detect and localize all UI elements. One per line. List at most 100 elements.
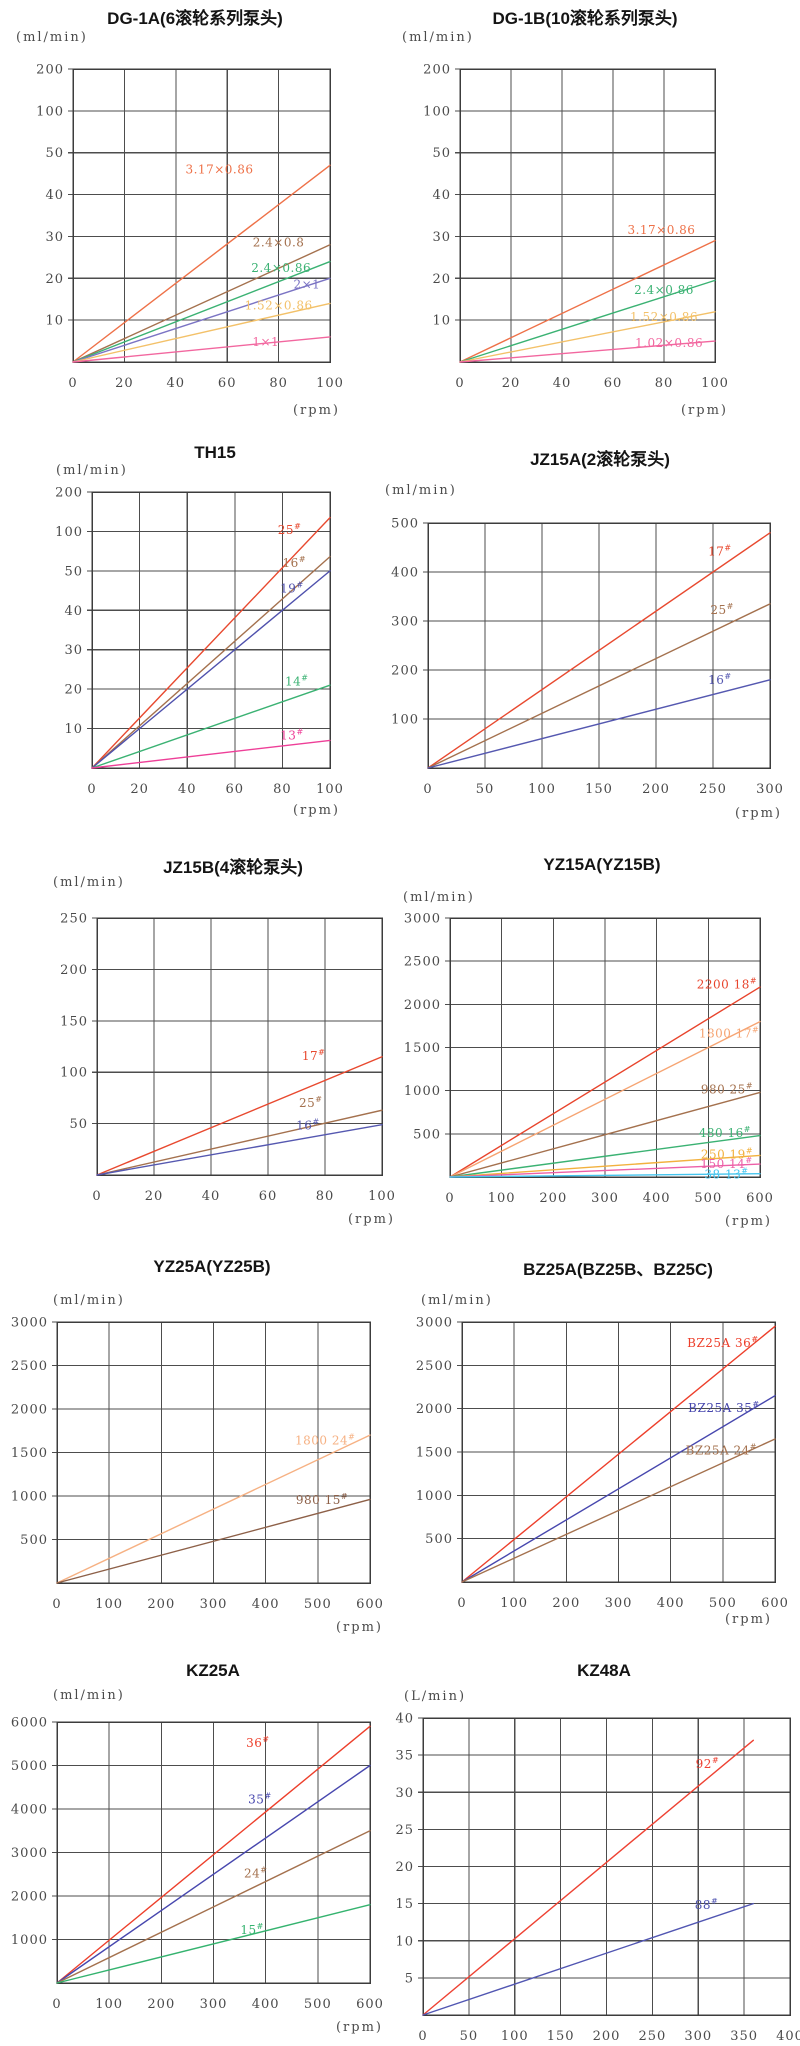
series-label-BZ25A 24#: BZ25A 24# bbox=[686, 1443, 757, 1458]
series-line-2.4×0.8 bbox=[72, 244, 331, 363]
y-tick-label: 1500 bbox=[404, 1041, 441, 1056]
series-label-2×1: 2×1 bbox=[293, 278, 320, 292]
x-tick-label: 0 bbox=[87, 782, 96, 797]
series-line-3.17×0.86 bbox=[459, 239, 716, 363]
y-tick-label: 2500 bbox=[11, 1359, 48, 1374]
y-tick-label: 2000 bbox=[416, 1402, 453, 1417]
series-label-2.4×0.8: 2.4×0.8 bbox=[253, 236, 305, 250]
series-label-1×1: 1×1 bbox=[252, 335, 279, 349]
series-line-BZ25A 35# bbox=[461, 1394, 776, 1583]
series-line-1800 17# bbox=[449, 1020, 761, 1178]
x-unit-th15: (rpm) bbox=[292, 803, 340, 818]
chart-plot-bz25a: 500 1000 1500 2000 2500 3000 0 100 200 300 400 500 6… bbox=[416, 1316, 788, 1612]
y-tick-label: 10 bbox=[45, 314, 64, 329]
y-tick-label: 1000 bbox=[404, 1084, 441, 1099]
y-tick-label: 2000 bbox=[11, 1403, 48, 1418]
series-line-35# bbox=[56, 1764, 371, 1984]
series-label-1800 17#: 1800 17# bbox=[699, 1026, 759, 1041]
series-line-19# bbox=[91, 570, 331, 769]
y-tick-label: 50 bbox=[69, 1117, 88, 1132]
x-tick-label: 200 bbox=[539, 1191, 567, 1206]
y-tick-label: 100 bbox=[60, 1066, 88, 1081]
series-label-980 15#: 980 15# bbox=[296, 1492, 348, 1507]
series-line-16# bbox=[91, 555, 331, 769]
x-tick-label: 100 bbox=[501, 2029, 529, 2044]
series-line-BZ25A 36# bbox=[461, 1325, 776, 1583]
y-tick-label: 50 bbox=[64, 564, 83, 579]
series-line-150 14# bbox=[449, 1163, 761, 1178]
y-tick-label: 100 bbox=[55, 525, 83, 540]
y-tick-label: 15 bbox=[395, 1897, 414, 1912]
series-label-25#: 25# bbox=[710, 602, 733, 617]
plot-border bbox=[459, 68, 716, 363]
x-unit-jz15b: (rpm) bbox=[347, 1212, 395, 1227]
series-line-88# bbox=[422, 1902, 754, 2016]
x-tick-label: 40 bbox=[202, 1189, 221, 1204]
series-label-24#: 24# bbox=[244, 1865, 267, 1880]
x-tick-label: 80 bbox=[273, 782, 292, 797]
chart-title-kz48a: KZ48A bbox=[577, 1661, 631, 1680]
chart-plot-dg1a: 10 20 30 40 50 100 200 0 20 40 60 80 100 3.17×0.86 2.4… bbox=[36, 63, 343, 392]
y-unit-jz15b: (ml/min) bbox=[53, 875, 125, 890]
series-line-1×1 bbox=[72, 336, 331, 363]
x-tick-label: 300 bbox=[200, 1997, 228, 2012]
x-unit-yz25a: (rpm) bbox=[335, 1620, 383, 1635]
chart-plot-jz15a: 100 200 300 400 500 0 50 100 150 200 250 300 17# 25# 1… bbox=[391, 517, 783, 798]
chart-title-dg1a: DG-1A(6滚轮系列泵头) bbox=[107, 9, 283, 28]
y-tick-label: 25 bbox=[395, 1823, 414, 1838]
y-tick-label: 100 bbox=[391, 713, 419, 728]
series-label-92#: 92# bbox=[696, 1756, 719, 1771]
chart-plot-dg1b: 10 20 30 40 50 100 200 0 20 40 60 80 100 3.17×0.86 2.4… bbox=[423, 63, 728, 392]
chart-title-kz25a: KZ25A bbox=[186, 1661, 240, 1680]
series-label-15#: 15# bbox=[240, 1922, 263, 1937]
y-unit-yz25a: (ml/min) bbox=[53, 1293, 125, 1308]
chart-plot-jz15b: 50 100 150 200 250 0 20 40 60 80 100 17# 25# 16# bbox=[60, 912, 395, 1205]
plot-border bbox=[427, 522, 771, 769]
x-tick-label: 0 bbox=[418, 2029, 427, 2044]
x-tick-label: 20 bbox=[502, 376, 521, 391]
series-label-25#: 25# bbox=[278, 522, 301, 537]
y-tick-label: 20 bbox=[395, 1860, 414, 1875]
y-tick-label: 40 bbox=[45, 188, 64, 203]
plot-border bbox=[72, 68, 331, 363]
series-label-1.02×0.86: 1.02×0.86 bbox=[635, 336, 703, 350]
y-tick-label: 3000 bbox=[404, 912, 441, 927]
series-label-88#: 88# bbox=[695, 1897, 718, 1912]
y-tick-label: 300 bbox=[391, 615, 419, 630]
y-unit-dg1a: (ml/min) bbox=[16, 30, 88, 45]
y-tick-label: 30 bbox=[432, 230, 451, 245]
x-tick-label: 0 bbox=[68, 376, 77, 391]
x-tick-label: 600 bbox=[746, 1191, 774, 1206]
y-tick-label: 400 bbox=[391, 566, 419, 581]
y-tick-label: 40 bbox=[64, 604, 83, 619]
y-tick-label: 1500 bbox=[416, 1446, 453, 1461]
chart-title-jz15a: JZ15A(2滚轮泵头) bbox=[530, 450, 670, 469]
series-line-25# bbox=[427, 603, 771, 769]
x-tick-label: 300 bbox=[200, 1597, 228, 1612]
x-tick-label: 60 bbox=[226, 782, 245, 797]
y-tick-label: 500 bbox=[413, 1127, 441, 1142]
y-tick-label: 500 bbox=[391, 517, 419, 532]
chart-plot-yz15a: 500 1000 1500 2000 2500 3000 0 100 200 300 400 500 6… bbox=[404, 912, 774, 1207]
x-tick-label: 300 bbox=[684, 2029, 712, 2044]
y-tick-label: 2000 bbox=[404, 998, 441, 1013]
series-line-25# bbox=[96, 1109, 383, 1176]
x-tick-label: 250 bbox=[699, 782, 727, 797]
y-tick-label: 500 bbox=[425, 1532, 453, 1547]
x-tick-label: 80 bbox=[316, 1189, 335, 1204]
chart-plot-yz25a: 500 1000 1500 2000 2500 3000 0 100 200 300 400 500 6… bbox=[11, 1316, 383, 1613]
x-tick-label: 80 bbox=[655, 376, 674, 391]
y-tick-label: 10 bbox=[64, 722, 83, 737]
y-unit-jz15a: (ml/min) bbox=[385, 483, 457, 498]
series-line-2.4×0.86 bbox=[72, 260, 331, 363]
y-unit-bz25a: (ml/min) bbox=[421, 1293, 493, 1308]
series-label-16#: 16# bbox=[296, 1118, 319, 1133]
chart-plot-th15: 10 20 30 40 50 100 200 0 20 40 60 80 100 25# 16# 19# 14#… bbox=[55, 486, 343, 798]
series-line-17# bbox=[427, 532, 771, 769]
x-tick-label: 40 bbox=[167, 376, 186, 391]
chart-title-yz25a: YZ25A(YZ25B) bbox=[153, 1257, 271, 1276]
x-tick-label: 0 bbox=[457, 1596, 466, 1611]
y-unit-yz15a: (ml/min) bbox=[403, 890, 475, 905]
x-tick-label: 0 bbox=[445, 1191, 454, 1206]
